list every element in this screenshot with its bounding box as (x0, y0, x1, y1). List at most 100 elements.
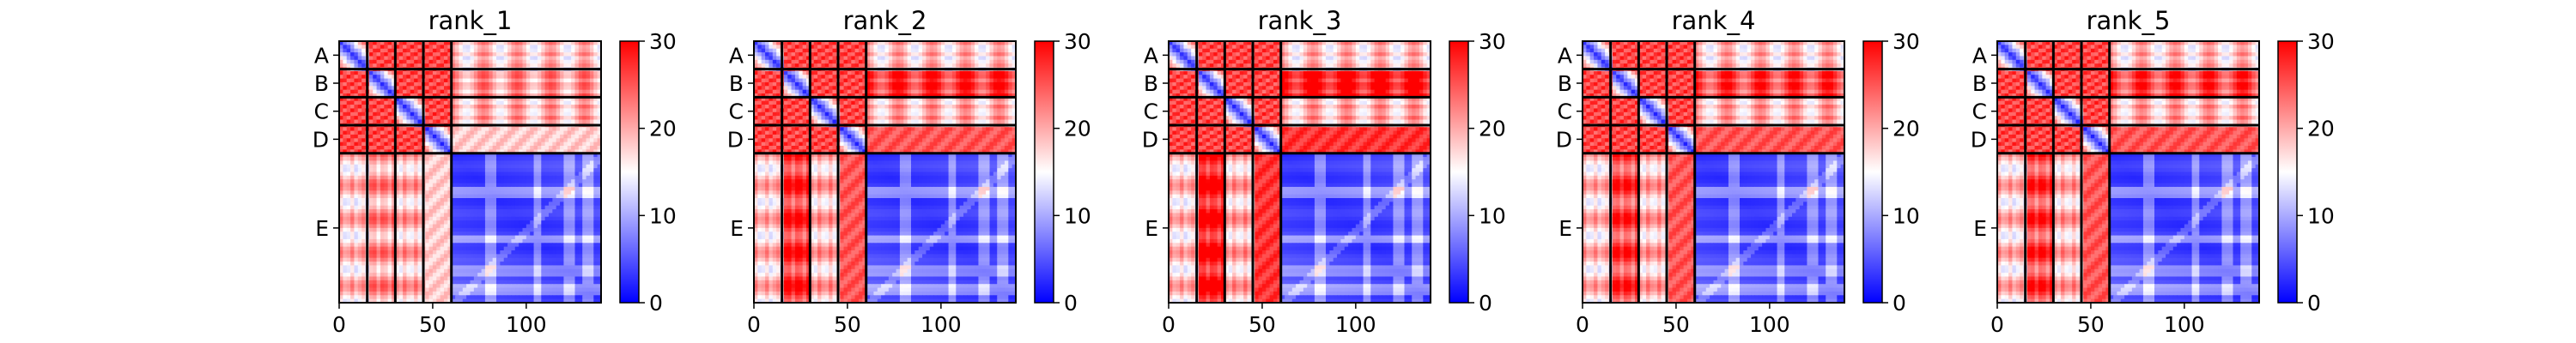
heatmap-cell (428, 273, 434, 278)
heatmap-cell (560, 59, 565, 64)
heatmap-cell (398, 116, 404, 121)
heatmap-cell (403, 130, 408, 135)
heatmap-cell (459, 108, 464, 113)
heatmap-cell (455, 213, 460, 218)
heatmap-cell (368, 194, 374, 199)
heatmap-cell (586, 209, 591, 214)
heatmap-cell (444, 216, 448, 221)
heatmap-cell (511, 172, 516, 177)
heatmap-cell (447, 56, 453, 61)
heatmap-cell (530, 198, 535, 202)
heatmap-cell (563, 157, 568, 162)
heatmap-cell (417, 70, 422, 75)
heatmap-cell (526, 59, 531, 64)
heatmap-cell (519, 153, 524, 158)
heatmap-cell (354, 232, 359, 237)
heatmap-cell (470, 168, 475, 173)
heatmap-cell (410, 149, 415, 154)
heatmap-cell (589, 45, 594, 50)
heatmap-cell (357, 153, 362, 158)
heatmap-cell (406, 116, 411, 121)
heatmap-cell (492, 224, 497, 229)
heatmap-cell (537, 224, 542, 229)
heatmap-cell (484, 205, 489, 210)
heatmap-cell (574, 243, 580, 248)
heatmap-cell (541, 108, 546, 113)
heatmap-cell (436, 100, 441, 105)
heatmap-cell (406, 298, 411, 304)
heatmap-cell (459, 183, 464, 188)
heatmap-cell (339, 153, 343, 158)
heatmap-cell (376, 205, 381, 210)
heatmap-cell (567, 41, 572, 45)
heatmap-cell (586, 205, 591, 210)
heatmap-cell (593, 186, 598, 191)
heatmap-cell (492, 149, 497, 154)
heatmap-cell (440, 52, 445, 57)
heatmap-cell (578, 198, 583, 202)
heatmap-cell (522, 45, 527, 50)
heatmap-cell (544, 254, 550, 259)
heatmap-cell (417, 273, 422, 278)
heatmap-cell (549, 220, 553, 226)
heatmap-cell (380, 280, 385, 285)
heatmap-cell (500, 186, 505, 191)
heatmap-cell (346, 179, 351, 184)
heatmap-cell (500, 41, 505, 45)
heatmap-cell (492, 216, 497, 221)
heatmap-cell (541, 227, 546, 232)
heatmap-cell (530, 134, 535, 139)
heatmap-cell (507, 141, 513, 147)
heatmap-cell (571, 100, 576, 105)
heatmap-cell (361, 141, 367, 147)
heatmap-cell (414, 175, 419, 180)
heatmap-cell (492, 179, 497, 184)
heatmap-cell (519, 183, 524, 188)
heatmap-cell (578, 130, 583, 135)
heatmap-cell (526, 262, 531, 267)
axes-frame (338, 40, 602, 304)
heatmap-cell (484, 172, 489, 177)
heatmap-cell (537, 246, 542, 251)
heatmap-cell (500, 216, 505, 221)
heatmap-cell (447, 59, 453, 64)
heatmap-cell (387, 111, 392, 117)
heatmap-cell (522, 268, 527, 274)
heatmap-cell (511, 224, 516, 229)
heatmap-cell (563, 78, 568, 83)
heatmap-cell (417, 238, 422, 244)
heatmap-cell (350, 70, 355, 75)
heatmap-cell (492, 138, 497, 143)
heatmap-cell (556, 149, 561, 154)
heatmap-cell (582, 75, 587, 80)
heatmap-cell (376, 273, 381, 278)
heatmap-cell (492, 257, 497, 262)
heatmap-cell (582, 265, 587, 270)
heatmap-cell (432, 246, 437, 251)
heatmap-cell (589, 194, 594, 199)
heatmap-cell (470, 198, 475, 202)
heatmap-cell (432, 93, 437, 98)
heatmap-cell (459, 198, 464, 202)
heatmap-cell (357, 175, 362, 180)
heatmap-cell (361, 179, 367, 184)
heatmap-cell (586, 246, 591, 251)
heatmap-cell (447, 179, 453, 184)
heatmap-cell (436, 134, 441, 139)
heatmap-cell (489, 179, 494, 184)
heatmap-cell (455, 75, 460, 80)
heatmap-cell (511, 52, 516, 57)
heatmap-cell (387, 205, 392, 210)
heatmap-cell (436, 86, 441, 91)
heatmap-cell (500, 141, 505, 147)
heatmap-cell (361, 164, 367, 169)
heatmap-cell (530, 213, 535, 218)
heatmap-cell (582, 81, 587, 87)
heatmap-cell (933, 41, 939, 45)
heatmap-cell (387, 190, 392, 196)
heatmap-cell (466, 295, 471, 300)
heatmap-cell (473, 262, 478, 267)
heatmap-cell (503, 56, 508, 61)
heatmap-cell (556, 235, 561, 240)
heatmap-cell (511, 190, 516, 196)
